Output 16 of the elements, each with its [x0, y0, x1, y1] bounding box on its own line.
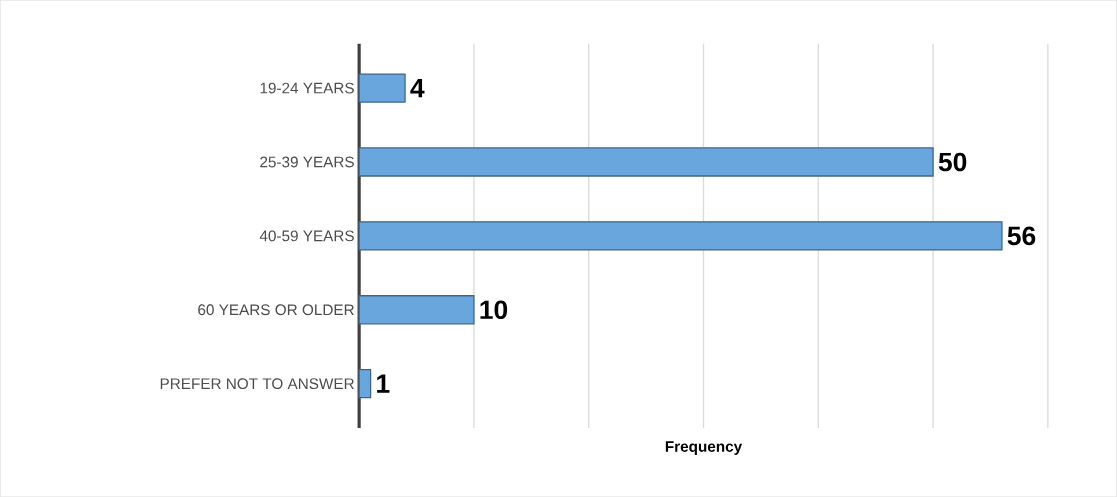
bar — [358, 147, 934, 177]
data-label: 50 — [938, 152, 967, 172]
bar — [358, 368, 372, 399]
data-label: 10 — [480, 300, 508, 320]
bar — [358, 221, 1003, 251]
y-tick-label: 60 YEARS OR OLDER — [198, 304, 354, 316]
data-label: 4 — [410, 78, 425, 98]
bar — [358, 73, 406, 103]
y-tick-label: PREFER NOT TO ANSWER — [160, 378, 354, 389]
data-label: 56 — [1007, 226, 1036, 246]
bar — [358, 295, 475, 325]
data-label: 1 — [377, 374, 390, 393]
x-axis-title: Frequency — [665, 441, 743, 455]
y-tick-label: 40-59 YEARS — [259, 230, 354, 242]
y-tick-label: 19-24 YEARS — [260, 82, 354, 94]
y-tick-label: 25-39 YEARS — [260, 156, 354, 168]
